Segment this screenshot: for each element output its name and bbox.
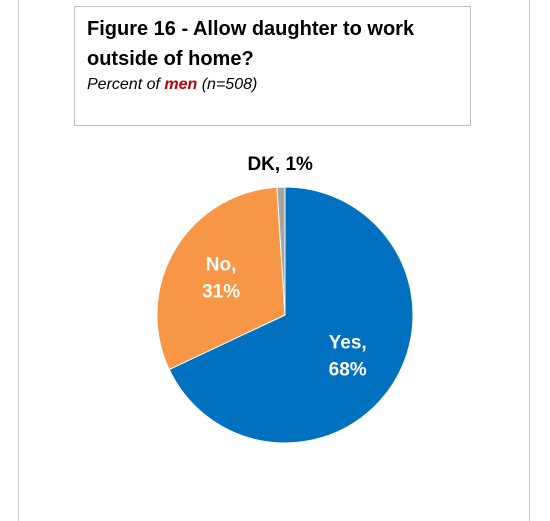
pie-slice-yes	[168, 186, 414, 444]
subtitle-prefix: Percent of	[87, 76, 165, 93]
pie-label-yes: Yes, 68%	[329, 332, 367, 380]
figure-subtitle: Percent of men (n=508)	[87, 74, 460, 96]
chart-frame	[18, 0, 530, 521]
pie-slice-no	[156, 186, 286, 371]
pie-label-no: No, 31%	[202, 255, 240, 303]
figure-title: Figure 16 - Allow daughter to work outsi…	[87, 18, 415, 70]
pie-labels: Yes, 68% No, 31% DK, 1%	[202, 154, 367, 380]
subtitle-emphasis: men	[164, 76, 198, 93]
pie-slices	[156, 186, 414, 444]
figure-title-box: Figure 16 - Allow daughter to work outsi…	[74, 6, 471, 126]
pie-slice-dk	[276, 186, 286, 316]
pie-label-dk: DK, 1%	[247, 154, 313, 175]
subtitle-suffix: (n=508)	[197, 76, 258, 93]
